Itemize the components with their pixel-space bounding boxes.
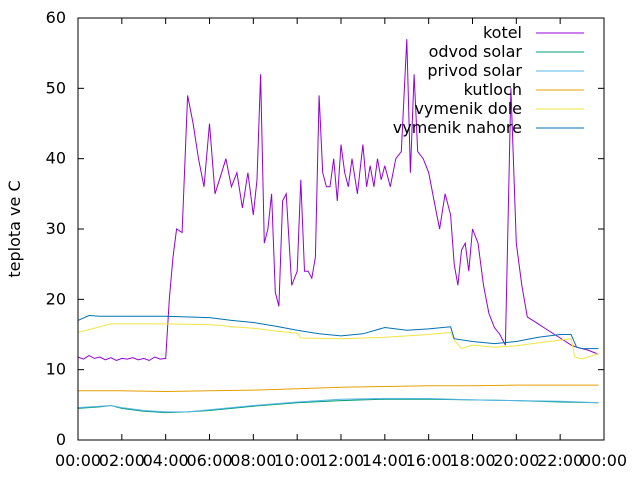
x-tick-label: 04:00 (143, 451, 189, 470)
x-tick-label: 00:00 (581, 451, 627, 470)
series-line-kutloch (78, 384, 599, 393)
legend-label: privod solar (427, 61, 522, 80)
series-line-kotel (77, 39, 599, 362)
x-tick-label: 08:00 (230, 451, 276, 470)
x-tick-label: 14:00 (362, 451, 408, 470)
x-tick-label: 16:00 (406, 451, 452, 470)
y-tick-label: 60 (46, 8, 66, 27)
legend-label: odvod solar (429, 42, 523, 61)
y-tick-label: 0 (56, 430, 66, 449)
y-tick-label: 20 (46, 289, 66, 308)
y-tick-label: 50 (46, 78, 66, 97)
y-tick-label: 30 (46, 219, 66, 238)
x-tick-label: 22:00 (537, 451, 583, 470)
legend-label: kutloch (464, 80, 522, 99)
x-tick-label: 10:00 (274, 451, 320, 470)
series-line-vymenik-nahore (77, 314, 599, 350)
x-tick-label: 12:00 (318, 451, 364, 470)
x-tick-label: 20:00 (493, 451, 539, 470)
legend-label: kotel (483, 23, 522, 42)
legend-label: vymenik dole (414, 99, 522, 118)
y-tick-label: 40 (46, 149, 66, 168)
series-line-vymenik-dole (77, 323, 599, 360)
series-line-odvod-solar (77, 398, 599, 414)
series-line-privod-solar (77, 398, 599, 413)
legend-label: vymenik nahore (393, 118, 522, 137)
plot-frame (77, 17, 605, 441)
x-tick-label: 02:00 (99, 451, 145, 470)
y-axis-label: teplota ve C (5, 180, 24, 277)
x-tick-label: 18:00 (449, 451, 495, 470)
y-tick-label: 10 (46, 360, 66, 379)
x-tick-label: 06:00 (186, 451, 232, 470)
x-tick-label: 00:00 (55, 451, 101, 470)
